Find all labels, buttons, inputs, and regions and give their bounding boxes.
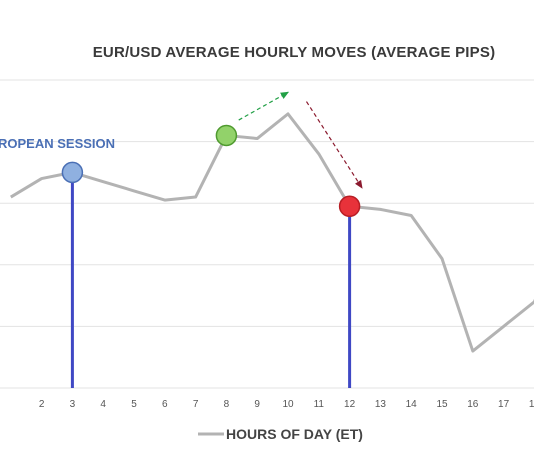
x-tick-label: 2	[39, 399, 45, 410]
x-tick-label: 3	[70, 399, 76, 410]
marker-point-2	[338, 195, 361, 218]
marker-point-0	[61, 161, 84, 184]
x-tick-label: 12	[344, 399, 356, 410]
trend-arrow-0	[238, 91, 290, 121]
x-tick-label: 14	[406, 399, 418, 410]
x-tick-label: 4	[100, 399, 106, 410]
x-tick-label: 18	[529, 399, 534, 410]
x-tick-label: 7	[193, 399, 199, 410]
x-tick-label: 11	[314, 399, 325, 410]
session-lines	[70, 172, 352, 388]
x-tick-label: 13	[375, 399, 387, 410]
x-tick-label: 17	[498, 399, 510, 410]
x-tick-label: 8	[224, 399, 230, 410]
marker-point-1	[215, 124, 238, 147]
x-tick-label: 6	[162, 399, 168, 410]
series-layer	[10, 112, 534, 353]
markers-layer	[61, 124, 361, 218]
x-tick-label: 9	[254, 399, 260, 410]
european-session-label: ROPEAN SESSION	[0, 136, 115, 151]
chart-title: EUR/USD AVERAGE HOURLY MOVES (AVERAGE PI…	[93, 44, 496, 61]
trend-arrow-1	[305, 101, 363, 189]
series-line-0	[10, 112, 534, 353]
x-tick-label: 16	[467, 399, 479, 410]
grid-lines	[0, 79, 534, 389]
x-tick-label: 10	[282, 399, 294, 410]
x-tick-label: 15	[436, 399, 448, 410]
legend-label: HOURS OF DAY (ET)	[226, 426, 363, 442]
x-tick-labels: 2345678910111213141516171819	[39, 399, 534, 410]
arrows-layer	[238, 91, 363, 189]
x-tick-label: 5	[131, 399, 137, 410]
